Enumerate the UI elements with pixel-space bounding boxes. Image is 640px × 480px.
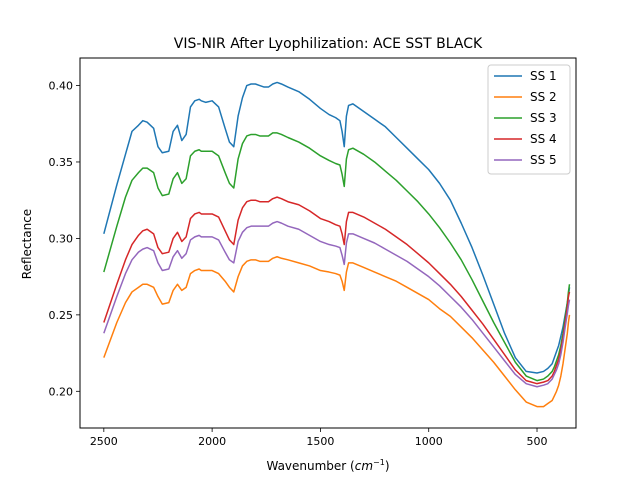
- x-tick-label: 1000: [415, 435, 443, 448]
- legend-label-1: SS 1: [530, 69, 557, 83]
- series-line-5: [103, 220, 571, 388]
- series-line-3: [103, 132, 571, 382]
- legend-box: [487, 64, 571, 175]
- x-axis-label-exponent: −1: [373, 458, 385, 467]
- legend-label-2: SS 2: [530, 90, 557, 104]
- x-tick-label: 1500: [306, 435, 334, 448]
- x-axis-label: Wavenumber (cm−1): [266, 458, 389, 473]
- y-tick-label: 0.35: [49, 156, 74, 169]
- legend-label-4: SS 4: [530, 132, 557, 146]
- plot-frame: [79, 57, 577, 429]
- x-axis-label-unit: cm: [355, 459, 373, 473]
- chart-title: VIS-NIR After Lyophilization: ACE SST BL…: [174, 36, 483, 52]
- series-line-2: [103, 256, 571, 408]
- x-axis-label-text: Wavenumber (: [266, 459, 354, 473]
- legend-label-3: SS 3: [530, 111, 557, 125]
- plot-area: 2500 2000 1500 1000 500 0.20 0.25 0.30 0.35 0.40: [49, 80, 571, 448]
- y-tick-label: 0.25: [49, 309, 74, 322]
- y-tick-label: 0.30: [49, 232, 74, 245]
- y-tick-label: 0.20: [49, 385, 74, 398]
- series-line-4: [103, 196, 571, 385]
- x-tick-label: 500: [527, 435, 548, 448]
- x-tick-label: 2500: [90, 435, 118, 448]
- legend-label-5: SS 5: [530, 153, 557, 167]
- y-axis-label: Reflectance: [20, 209, 34, 279]
- x-axis-label-close: ): [385, 459, 390, 473]
- y-tick-label: 0.40: [49, 80, 74, 93]
- legend: SS 1 SS 2 SS 3 SS 4 SS 5: [487, 64, 571, 175]
- x-tick-label: 2000: [198, 435, 226, 448]
- series-line-1: [103, 81, 571, 374]
